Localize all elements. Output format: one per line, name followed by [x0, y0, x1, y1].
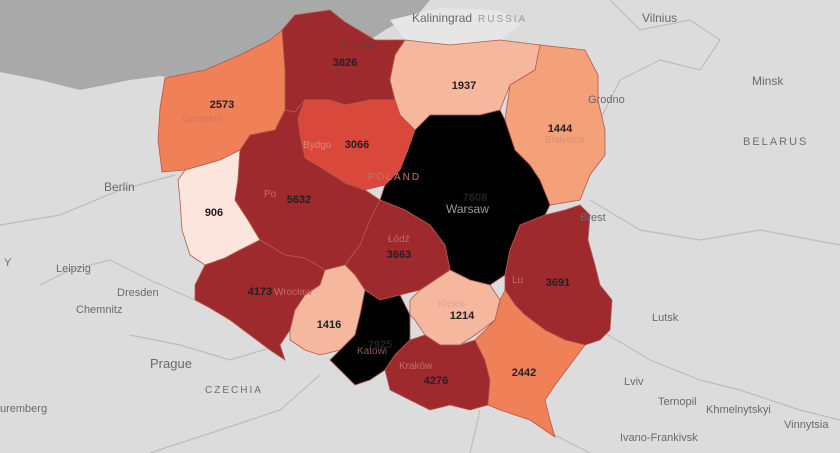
city-label-berlin: Berlin — [104, 180, 135, 194]
country-label-russia: RUSSIA — [478, 14, 527, 25]
value-label-opolskie: 1416 — [317, 319, 341, 331]
region-slaskie[interactable] — [329, 289, 411, 386]
value-label-warminsko-mazurskie: 1937 — [452, 80, 476, 92]
value-label-wielkopolskie: 5632 — [287, 194, 311, 206]
value-label-podkarpackie: 2442 — [512, 367, 536, 379]
value-label-lubelskie: 3691 — [546, 277, 570, 289]
city-label-y: Y — [4, 257, 12, 269]
value-label-podlaskie: 1444 — [548, 123, 573, 135]
city-label-vilnius: Vilnius — [642, 11, 677, 25]
city-label-kaliningrad: Kaliningrad — [412, 11, 472, 25]
region-swietokrzyskie[interactable] — [409, 269, 501, 346]
city-label-warsaw: Warsaw — [446, 202, 489, 216]
city-label-khmelnytskyi: Khmelnytskyi — [706, 404, 771, 416]
value-label-dolnoslaskie: 4173 — [248, 286, 272, 298]
city-label-dresden: Dresden — [117, 287, 159, 299]
value-label-mazowieckie: 7608 — [463, 192, 487, 204]
city-label-ternopil: Ternopil — [658, 396, 697, 408]
city-label-lviv: Lviv — [624, 376, 644, 388]
city-label-kielce: Kielce — [438, 299, 466, 310]
region-podkarpackie[interactable] — [474, 289, 586, 438]
value-label-swietokrzyskie: 1214 — [450, 310, 475, 322]
value-label-lodzkie: 3663 — [387, 249, 411, 261]
value-label-malopolskie: 4276 — [424, 375, 448, 387]
region-value-labels: 3826 2573 1937 1444 3066 906 5632 7608 3… — [205, 57, 573, 387]
city-label-brest: Brest — [580, 212, 606, 224]
city-label-gdansk: Gdańsk — [343, 40, 378, 51]
country-label-poland: POLAND — [368, 172, 421, 183]
city-label-nuremberg: uremberg — [0, 403, 47, 415]
country-label-czechia: CZECHIA — [205, 385, 263, 396]
city-label-chemnitz: Chemnitz — [76, 304, 122, 316]
region-opolskie[interactable] — [289, 264, 366, 356]
region-malopolskie[interactable] — [384, 334, 491, 411]
city-label-katowice: Katowi — [357, 346, 387, 357]
kaliningrad-area — [390, 8, 520, 45]
city-label-lodz: Łódź — [388, 234, 410, 245]
value-label-pomorskie: 3826 — [333, 57, 357, 69]
city-label-ivano-frankivsk: Ivano-Frankivsk — [620, 432, 698, 444]
city-label-szczecin: Szczecin — [182, 114, 222, 125]
country-labels: BELARUS CZECHIA POLAND RUSSIA — [205, 14, 808, 396]
city-label-minsk: Minsk — [752, 74, 784, 88]
city-label-bydgoszcz: Bydgo — [303, 140, 332, 151]
city-label-lutsk: Lutsk — [652, 312, 679, 324]
value-label-lubuskie: 906 — [205, 207, 223, 219]
city-label-grodno: Grodno — [588, 94, 625, 106]
city-label-bialystok: Białystok — [545, 135, 586, 146]
city-label-poznan: Po — [264, 189, 277, 200]
country-label-belarus: BELARUS — [743, 136, 808, 148]
region-layer — [157, 9, 613, 438]
city-label-leipzig: Leipzig — [56, 263, 91, 275]
value-label-zachodniopomorskie: 2573 — [210, 99, 234, 111]
city-label-prague: Prague — [150, 356, 192, 371]
city-label-wroclaw: Wrocław — [274, 287, 313, 298]
value-label-kujawsko-pomorskie: 3066 — [345, 139, 369, 151]
value-label-slaskie: 7925 — [368, 339, 392, 351]
region-wielkopolskie[interactable] — [234, 99, 381, 271]
city-labels: Kaliningrad Vilnius Minsk Grodno Berlin … — [0, 11, 829, 444]
region-lubelskie[interactable] — [504, 204, 613, 346]
city-label-lublin: Lu — [512, 275, 523, 286]
city-label-krakow: Kraków — [399, 361, 433, 372]
city-label-vinnytsia: Vinnytsia — [784, 419, 829, 431]
